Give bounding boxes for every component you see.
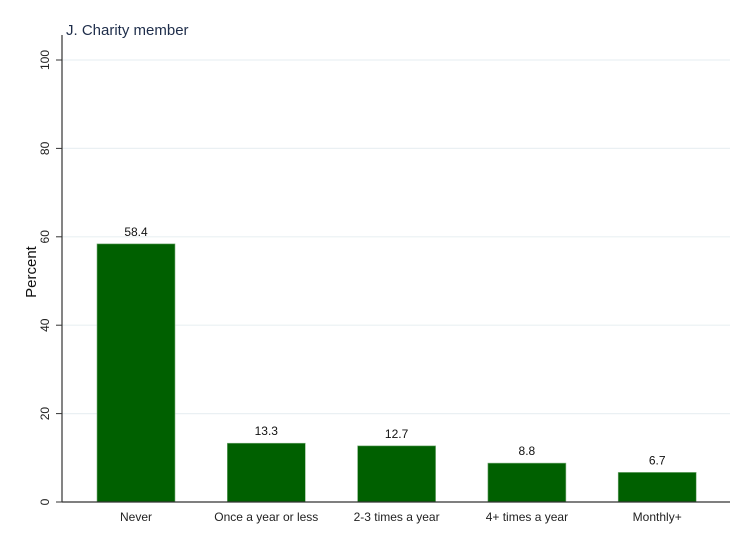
y-tick-label: 40: [38, 318, 52, 332]
bar-value-label: 58.4: [124, 225, 148, 239]
bar-value-label: 6.7: [649, 453, 666, 467]
y-axis-label: Percent: [23, 245, 40, 298]
bar-value-label: 13.3: [255, 424, 279, 438]
x-tick-label: Never: [120, 510, 152, 524]
y-tick-label: 20: [38, 407, 52, 421]
y-tick-label: 60: [38, 230, 52, 244]
y-tick-label: 80: [38, 141, 52, 155]
bar: [357, 445, 436, 503]
bar: [96, 243, 176, 503]
bar-value-label: 8.8: [519, 444, 536, 458]
x-tick-label: Monthly+: [633, 510, 682, 524]
y-tick-label: 0: [38, 498, 52, 505]
x-tick-label: 4+ times a year: [486, 510, 568, 524]
x-tick-label: Once a year or less: [214, 510, 318, 524]
bar: [227, 442, 306, 503]
bar: [487, 462, 567, 503]
bar: [617, 472, 697, 503]
y-tick-label: 100: [38, 50, 52, 70]
x-tick-label: 2-3 times a year: [354, 510, 440, 524]
bar-value-label: 12.7: [385, 427, 409, 441]
chart-title: J. Charity member: [66, 22, 189, 39]
